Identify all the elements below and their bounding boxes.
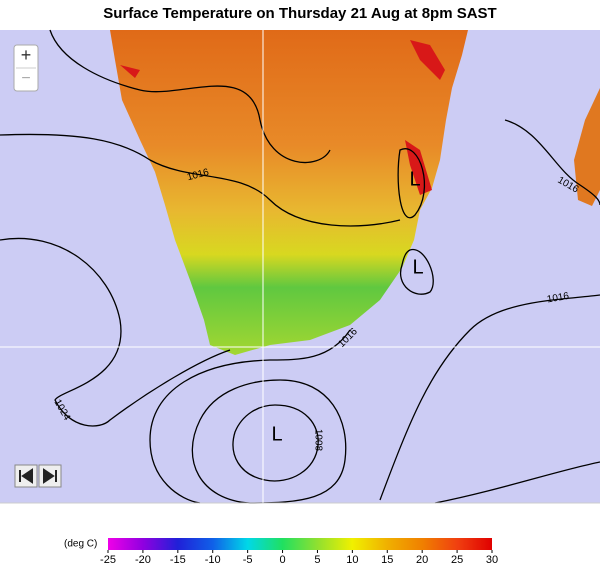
colorbar-tick-label: 15	[381, 554, 393, 566]
colorbar-tick-label: -25	[100, 554, 116, 566]
colorbar-tick-label: 25	[451, 554, 463, 566]
colorbar-tick-label: -15	[170, 554, 186, 566]
low-marker: L	[271, 423, 282, 445]
colorbar-tick-label: 20	[416, 554, 428, 566]
pressure-label: 1016	[546, 291, 570, 306]
colorbar: (deg C) -25 -20 -15 -10 -5 0 5 10 15 20 25 30	[64, 538, 498, 566]
colorbar-unit: (deg C)	[64, 539, 97, 550]
colorbar-tick-label: -5	[243, 554, 253, 566]
map: 1016 1016 1016 1016 1024 1008 L L L + −	[0, 29, 600, 504]
low-marker: L	[409, 168, 420, 190]
colorbar-scale	[108, 538, 492, 550]
colorbar-tick-label: 30	[486, 554, 498, 566]
previous-icon	[19, 468, 33, 484]
colorbar-tick-label: 10	[346, 554, 358, 566]
next-icon	[43, 468, 57, 484]
zoom-in-button[interactable]: +	[21, 45, 32, 65]
africa	[110, 30, 468, 355]
title: Surface Temperature on Thursday 21 Aug a…	[103, 5, 496, 22]
low-marker: L	[412, 256, 423, 278]
colorbar-tick-label: -10	[205, 554, 221, 566]
pressure-label: 1008	[312, 429, 323, 452]
colorbar-tick-label: 0	[279, 554, 285, 566]
colorbar-tick-label: 5	[314, 554, 320, 566]
lows: L L L	[271, 168, 423, 445]
playback-controls	[14, 464, 62, 488]
zoom-out-button[interactable]: −	[21, 70, 30, 87]
madagascar	[574, 88, 600, 206]
zoom-control: + −	[13, 44, 39, 92]
colorbar-tick-label: -20	[135, 554, 151, 566]
